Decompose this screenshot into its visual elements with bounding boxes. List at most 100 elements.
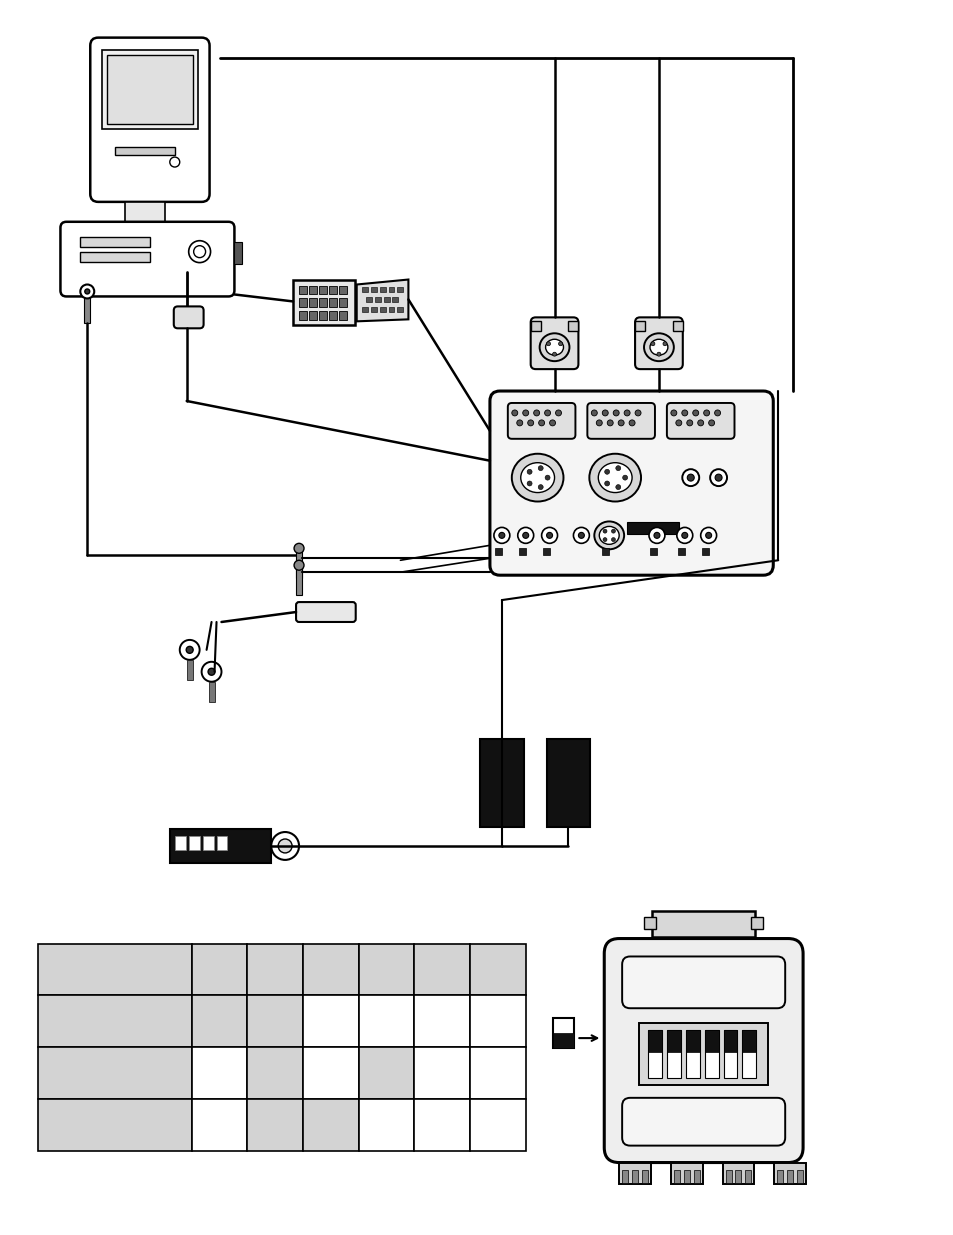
Bar bbox=[309, 311, 316, 320]
Ellipse shape bbox=[650, 342, 654, 346]
Ellipse shape bbox=[591, 410, 597, 416]
Bar bbox=[295, 548, 302, 578]
Bar bbox=[552, 1034, 574, 1049]
Bar bbox=[303, 1099, 358, 1151]
Bar bbox=[107, 54, 193, 125]
Bar bbox=[247, 995, 303, 1047]
Ellipse shape bbox=[511, 453, 563, 501]
Bar bbox=[209, 682, 214, 701]
Bar bbox=[673, 1170, 679, 1183]
Bar bbox=[518, 548, 525, 556]
Bar bbox=[295, 566, 302, 595]
Bar bbox=[495, 548, 501, 556]
Bar bbox=[379, 288, 385, 293]
Ellipse shape bbox=[700, 527, 716, 543]
Bar bbox=[643, 916, 656, 929]
Bar bbox=[37, 1047, 192, 1099]
Bar bbox=[470, 1099, 525, 1151]
Bar bbox=[358, 995, 414, 1047]
Bar bbox=[641, 1170, 647, 1183]
Bar bbox=[318, 285, 327, 294]
Ellipse shape bbox=[544, 410, 550, 416]
Bar bbox=[552, 1018, 574, 1049]
Bar bbox=[568, 321, 578, 331]
Ellipse shape bbox=[598, 463, 632, 493]
Ellipse shape bbox=[705, 532, 711, 538]
Bar bbox=[37, 1099, 192, 1151]
Ellipse shape bbox=[681, 532, 687, 538]
Bar bbox=[601, 548, 609, 556]
Bar bbox=[309, 299, 316, 308]
Ellipse shape bbox=[670, 410, 676, 416]
Bar bbox=[361, 288, 367, 293]
Ellipse shape bbox=[697, 420, 703, 426]
Ellipse shape bbox=[648, 527, 664, 543]
Ellipse shape bbox=[189, 241, 211, 263]
Ellipse shape bbox=[596, 420, 601, 426]
Bar bbox=[704, 1030, 718, 1052]
Ellipse shape bbox=[201, 662, 221, 682]
Bar bbox=[125, 201, 165, 222]
Bar bbox=[174, 836, 186, 850]
Bar bbox=[397, 288, 403, 293]
FancyBboxPatch shape bbox=[603, 939, 802, 1162]
Bar bbox=[721, 1162, 754, 1184]
Ellipse shape bbox=[602, 529, 606, 534]
Ellipse shape bbox=[537, 484, 542, 489]
Ellipse shape bbox=[589, 453, 640, 501]
Bar bbox=[530, 321, 540, 331]
Bar bbox=[216, 836, 227, 850]
Bar bbox=[247, 944, 303, 995]
Ellipse shape bbox=[573, 527, 589, 543]
Ellipse shape bbox=[517, 420, 522, 426]
Bar bbox=[666, 1030, 680, 1078]
Bar bbox=[37, 995, 192, 1047]
Ellipse shape bbox=[649, 340, 667, 356]
Bar bbox=[383, 298, 389, 303]
Bar bbox=[774, 1162, 805, 1184]
Bar bbox=[735, 1170, 740, 1183]
Bar bbox=[329, 299, 336, 308]
Bar bbox=[786, 1170, 792, 1183]
Ellipse shape bbox=[294, 561, 304, 571]
FancyBboxPatch shape bbox=[91, 37, 210, 201]
Ellipse shape bbox=[552, 352, 556, 356]
Bar bbox=[318, 299, 327, 308]
Bar bbox=[647, 1030, 661, 1078]
Bar bbox=[618, 1162, 650, 1184]
Bar bbox=[722, 1030, 737, 1052]
FancyBboxPatch shape bbox=[635, 317, 682, 369]
Ellipse shape bbox=[85, 289, 90, 294]
Bar bbox=[639, 1023, 767, 1084]
Ellipse shape bbox=[714, 410, 720, 416]
Bar bbox=[365, 298, 372, 303]
Bar bbox=[388, 308, 395, 312]
Ellipse shape bbox=[546, 532, 552, 538]
Bar bbox=[651, 910, 755, 936]
FancyBboxPatch shape bbox=[507, 403, 575, 438]
Bar bbox=[358, 1047, 414, 1099]
FancyBboxPatch shape bbox=[60, 222, 234, 296]
Bar bbox=[202, 836, 213, 850]
Ellipse shape bbox=[604, 469, 609, 474]
Bar bbox=[170, 829, 271, 863]
Ellipse shape bbox=[604, 480, 609, 485]
FancyBboxPatch shape bbox=[295, 603, 355, 622]
Bar bbox=[685, 1030, 699, 1078]
Ellipse shape bbox=[662, 342, 666, 346]
Ellipse shape bbox=[537, 466, 542, 471]
Bar bbox=[693, 1170, 699, 1183]
Bar bbox=[298, 285, 307, 294]
Ellipse shape bbox=[538, 420, 544, 426]
Ellipse shape bbox=[539, 333, 569, 361]
Ellipse shape bbox=[615, 466, 620, 471]
Ellipse shape bbox=[544, 475, 550, 480]
Bar bbox=[318, 311, 327, 320]
Ellipse shape bbox=[533, 410, 539, 416]
Ellipse shape bbox=[653, 532, 659, 538]
Ellipse shape bbox=[628, 420, 635, 426]
Bar bbox=[358, 1099, 414, 1151]
Ellipse shape bbox=[80, 284, 94, 299]
Bar bbox=[649, 548, 657, 556]
Bar bbox=[192, 1047, 247, 1099]
